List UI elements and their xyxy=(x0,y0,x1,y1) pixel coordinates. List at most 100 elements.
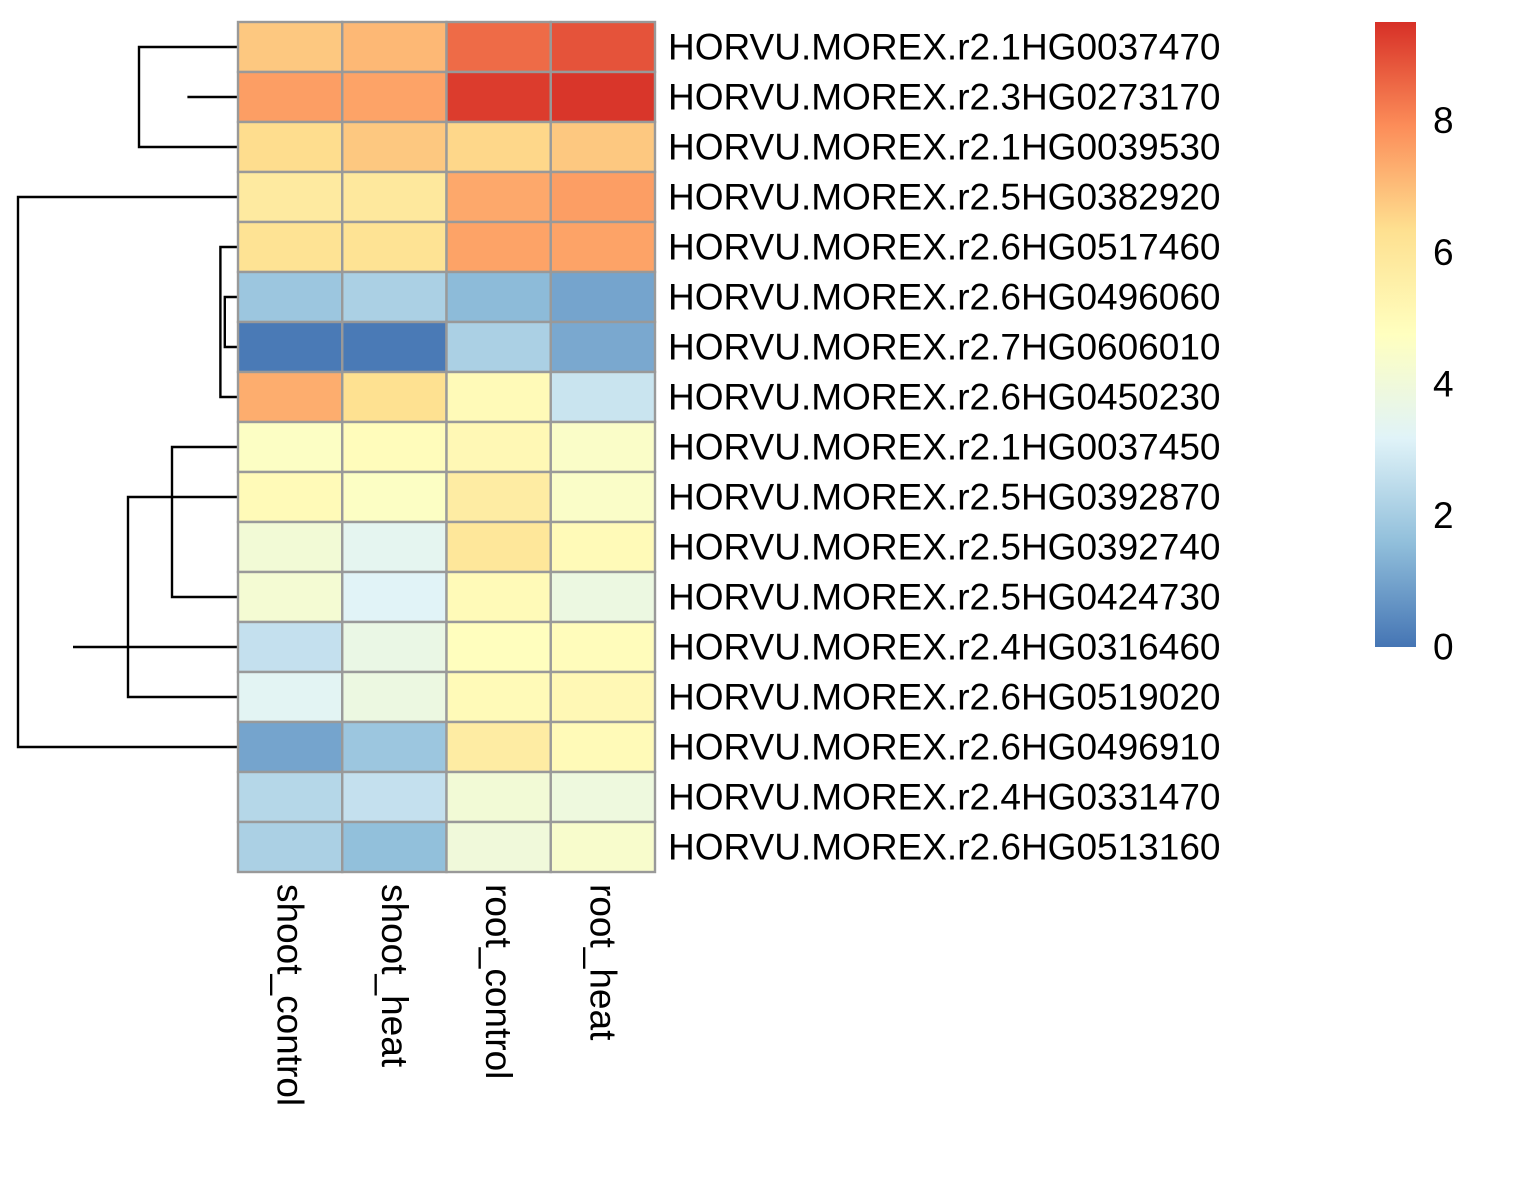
heatmap-cell xyxy=(236,620,344,674)
row-label: HORVU.MOREX.r2.1HG0037450 xyxy=(668,427,1221,468)
heatmap-cell xyxy=(445,70,552,124)
column-label: shoot_control xyxy=(270,884,311,1106)
heatmap-cell xyxy=(549,470,657,524)
heatmap-cell xyxy=(445,420,552,474)
column-labels: shoot_control shoot_heat root_control root_… xyxy=(270,884,624,1106)
heatmap-cell xyxy=(341,770,448,824)
heatmap-cells xyxy=(236,20,657,874)
heatmap-cell xyxy=(445,20,552,74)
heatmap-cell xyxy=(445,220,552,274)
heatmap-cell xyxy=(549,820,657,874)
heatmap-cell xyxy=(445,320,552,374)
heatmap-cell xyxy=(236,470,344,524)
column-label: root_control xyxy=(478,884,519,1079)
color-legend: 0 2 4 6 8 xyxy=(1375,22,1454,668)
heatmap-cell xyxy=(341,70,448,124)
heatmap-cell xyxy=(549,170,657,224)
heatmap-cell xyxy=(445,770,552,824)
heatmap-cell xyxy=(236,670,344,724)
heatmap-cell xyxy=(341,120,448,174)
heatmap-cell xyxy=(236,320,344,374)
heatmap-cell xyxy=(445,520,552,574)
heatmap-cell xyxy=(549,70,657,124)
heatmap-cell xyxy=(445,670,552,724)
heatmap-cell xyxy=(549,220,657,274)
row-label: HORVU.MOREX.r2.5HG0392740 xyxy=(668,527,1221,568)
heatmap-cell xyxy=(341,720,448,774)
row-label: HORVU.MOREX.r2.4HG0331470 xyxy=(668,777,1221,818)
heatmap-cell xyxy=(341,420,448,474)
heatmap-cell xyxy=(236,720,344,774)
row-label: HORVU.MOREX.r2.6HG0496910 xyxy=(668,727,1221,768)
heatmap-cell xyxy=(236,120,344,174)
dendrogram-branch xyxy=(223,295,238,349)
heatmap-cell xyxy=(341,320,448,374)
heatmap-cell xyxy=(236,420,344,474)
row-label: HORVU.MOREX.r2.5HG0392870 xyxy=(668,477,1221,518)
row-label: HORVU.MOREX.r2.6HG0496060 xyxy=(668,277,1221,318)
heatmap-cell xyxy=(341,370,448,424)
color-legend-ticks: 0 2 4 6 8 xyxy=(1433,100,1454,667)
heatmap-cell xyxy=(341,620,448,674)
heatmap-cell xyxy=(236,520,344,574)
row-label: HORVU.MOREX.r2.4HG0316460 xyxy=(668,627,1221,668)
heatmap-cell xyxy=(236,70,344,124)
heatmap-cell xyxy=(341,270,448,324)
heatmap-cell xyxy=(549,720,657,774)
heatmap-cell xyxy=(236,370,344,424)
heatmap-cell xyxy=(445,720,552,774)
heatmap-cell xyxy=(445,270,552,324)
heatmap-cell xyxy=(341,570,448,624)
heatmap-cell xyxy=(236,220,344,274)
heatmap-cell xyxy=(445,370,552,424)
heatmap-cell xyxy=(445,470,552,524)
column-label: root_heat xyxy=(582,884,623,1041)
dendrogram-branch xyxy=(170,445,238,599)
heatmap-cell xyxy=(549,620,657,674)
column-label: shoot_heat xyxy=(374,884,415,1068)
legend-tick-label: 4 xyxy=(1433,363,1454,404)
heatmap-cell xyxy=(445,170,552,224)
dendrogram-branch xyxy=(137,45,238,149)
heatmap-cell xyxy=(236,770,344,824)
heatmap-cell xyxy=(341,170,448,224)
heatmap-cell xyxy=(549,770,657,824)
row-label: HORVU.MOREX.r2.6HG0517460 xyxy=(668,227,1221,268)
row-label: HORVU.MOREX.r2.1HG0039530 xyxy=(668,127,1221,168)
legend-tick-label: 6 xyxy=(1433,232,1454,273)
row-dendrogram xyxy=(18,45,238,749)
heatmap-cell xyxy=(236,170,344,224)
row-label: HORVU.MOREX.r2.5HG0382920 xyxy=(668,177,1221,218)
heatmap-cell xyxy=(549,120,657,174)
legend-tick-label: 2 xyxy=(1433,495,1454,536)
heatmap-cell xyxy=(236,20,344,74)
heatmap-cell xyxy=(549,520,657,574)
heatmap-cell xyxy=(445,820,552,874)
heatmap-cell xyxy=(341,820,448,874)
heatmap-cell xyxy=(549,420,657,474)
heatmap-cell xyxy=(236,570,344,624)
row-label: HORVU.MOREX.r2.7HG0606010 xyxy=(668,327,1221,368)
heatmap-cell xyxy=(341,220,448,274)
dendrogram-branch xyxy=(126,495,238,699)
heatmap-cell xyxy=(445,570,552,624)
heatmap-cell xyxy=(341,20,448,74)
dendrogram-branch xyxy=(219,245,238,399)
row-label: HORVU.MOREX.r2.6HG0513160 xyxy=(668,827,1221,868)
heatmap-cell xyxy=(549,20,657,74)
heatmap-cell xyxy=(236,270,344,324)
row-label: HORVU.MOREX.r2.3HG0273170 xyxy=(668,77,1221,118)
legend-tick-label: 0 xyxy=(1433,627,1454,668)
heatmap-cell xyxy=(236,820,344,874)
heatmap-cell xyxy=(549,370,657,424)
heatmap-cell xyxy=(341,670,448,724)
row-label: HORVU.MOREX.r2.1HG0037470 xyxy=(668,27,1221,68)
row-label: HORVU.MOREX.r2.6HG0519020 xyxy=(668,677,1221,718)
heatmap-cell xyxy=(549,320,657,374)
heatmap-cell xyxy=(549,270,657,324)
heatmap-cell xyxy=(445,120,552,174)
heatmap-cell xyxy=(549,570,657,624)
color-legend-bar xyxy=(1375,22,1416,647)
legend-tick-label: 8 xyxy=(1433,100,1454,141)
heatmap-cell xyxy=(341,470,448,524)
